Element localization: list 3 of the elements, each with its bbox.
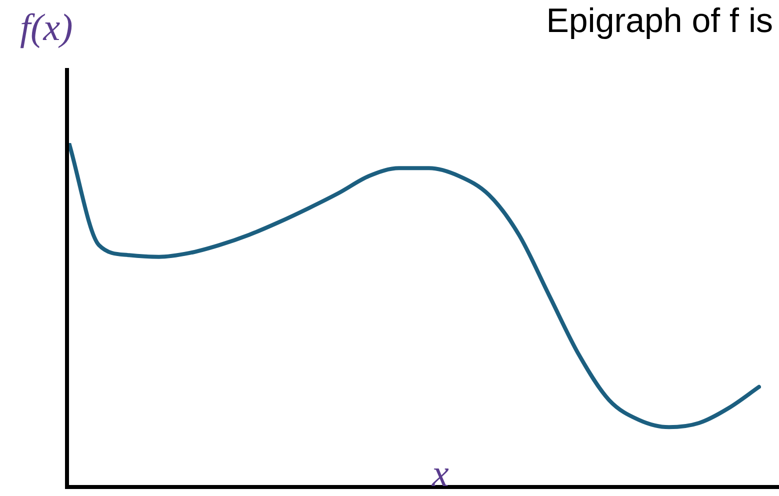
chart-title: Epigraph of f is bbox=[546, 2, 773, 41]
y-axis-title: f(x) bbox=[20, 6, 73, 50]
x-axis-title: x bbox=[432, 452, 449, 496]
